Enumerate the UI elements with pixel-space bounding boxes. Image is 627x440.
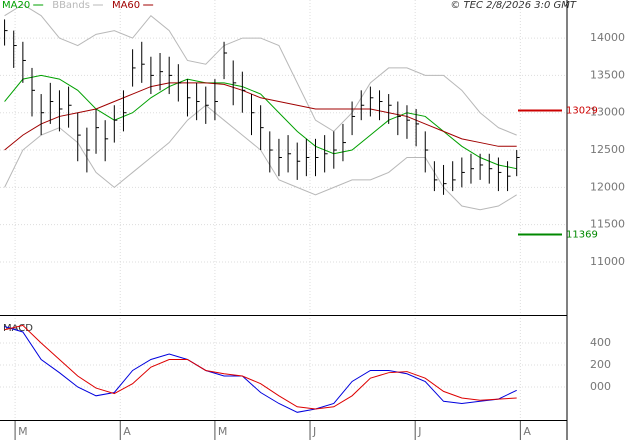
- legend-label: MA20: [2, 0, 30, 11]
- x-tick-label: J: [417, 425, 421, 438]
- x-tick-label: A: [523, 425, 531, 438]
- level-label: 13029: [566, 106, 598, 117]
- y-tick-label: 14000: [590, 31, 625, 44]
- x-tick-label: M: [18, 425, 28, 438]
- macd-line: [4, 325, 517, 413]
- level-label: 11369: [566, 229, 598, 240]
- macd-line: [4, 324, 517, 410]
- y-tick-label: 13000: [590, 106, 625, 119]
- x-tick-label: M: [218, 425, 228, 438]
- y-tick-label: 12000: [590, 180, 625, 193]
- indicator-line: [4, 3, 517, 136]
- y-tick-label: 400: [590, 336, 611, 349]
- legend-label: MA60: [112, 0, 140, 11]
- y-tick-label: 000: [590, 380, 611, 393]
- y-tick-label: 11000: [590, 255, 625, 268]
- source: © TEC 2/8/2026 3:0 GMT: [450, 0, 577, 11]
- y-tick-label: 11500: [590, 218, 625, 231]
- indicator-line: [4, 74, 517, 170]
- y-tick-label: 13500: [590, 68, 625, 81]
- y-tick-label: 200: [590, 358, 611, 371]
- x-tick-label: A: [123, 425, 131, 438]
- legend-label: BBands: [52, 0, 90, 11]
- indicator-line: [4, 82, 517, 151]
- x-tick-label: J: [312, 425, 316, 438]
- y-tick-label: 12500: [590, 143, 625, 156]
- panel-title: MACD: [3, 323, 33, 334]
